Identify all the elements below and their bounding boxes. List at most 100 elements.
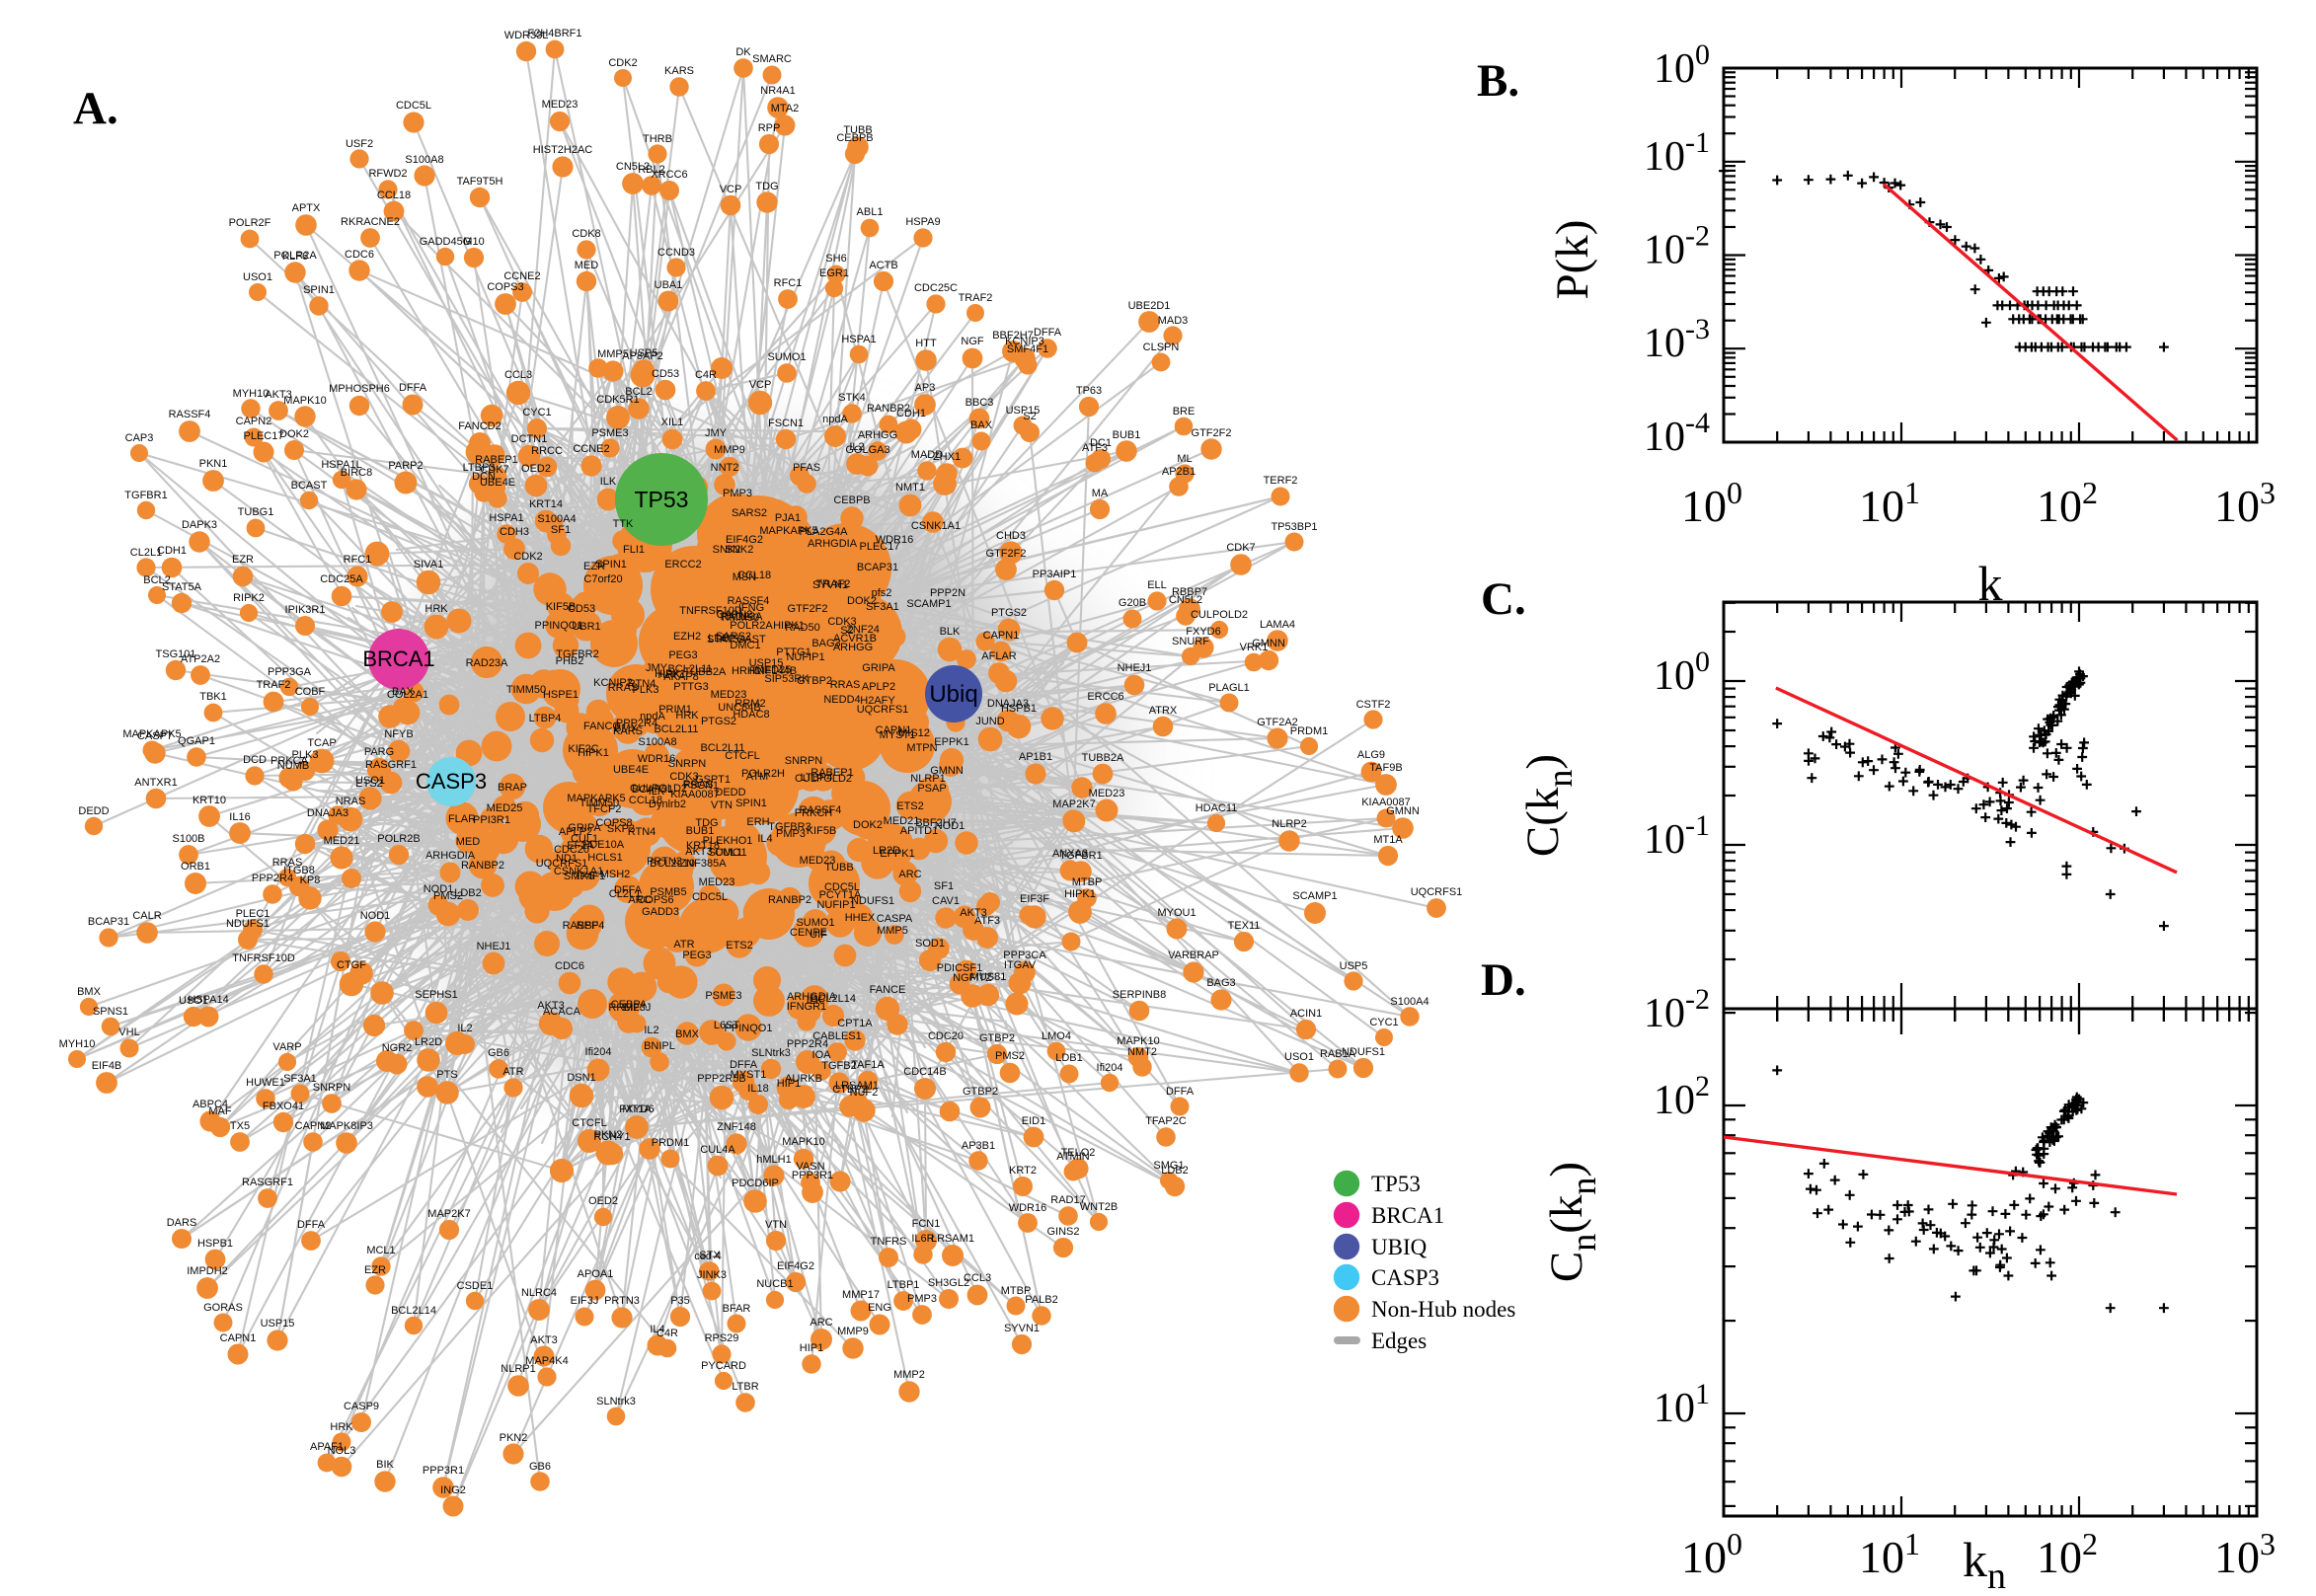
svg-text:BCAP31: BCAP31 <box>88 916 129 928</box>
svg-text:EGR1: EGR1 <box>819 267 849 279</box>
svg-text:Ubiq: Ubiq <box>929 681 977 708</box>
svg-text:ALG9: ALG9 <box>1357 749 1385 761</box>
svg-text:KCNIP2: KCNIP2 <box>593 677 633 689</box>
svg-text:KRT10: KRT10 <box>193 795 226 806</box>
svg-text:UBA1: UBA1 <box>655 279 683 291</box>
svg-text:CUL4A: CUL4A <box>700 1144 735 1156</box>
svg-text:BRE: BRE <box>1173 406 1196 418</box>
svg-text:FBXO41: FBXO41 <box>263 1101 304 1112</box>
svg-text:NGR2: NGR2 <box>382 1042 413 1054</box>
svg-text:PPP2R5B: PPP2R5B <box>697 1073 746 1085</box>
svg-text:AFLAR: AFLAR <box>981 650 1017 662</box>
svg-text:MADD: MADD <box>911 449 943 461</box>
svg-text:SNRPN: SNRPN <box>313 1082 351 1094</box>
svg-text:EZR: EZR <box>364 1264 386 1276</box>
svg-text:GORAS: GORAS <box>203 1302 243 1314</box>
svg-text:MED: MED <box>456 836 481 848</box>
svg-text:PFAS: PFAS <box>793 462 820 474</box>
svg-text:ERCC6: ERCC6 <box>1087 691 1123 703</box>
svg-text:CCL3: CCL3 <box>504 369 532 381</box>
svg-text:CAP3: CAP3 <box>125 432 154 444</box>
svg-text:USO1: USO1 <box>179 995 208 1007</box>
svg-text:NMT1: NMT1 <box>895 482 925 494</box>
svg-text:S100A4: S100A4 <box>537 513 576 525</box>
svg-text:EIF3F: EIF3F <box>1020 893 1049 905</box>
svg-text:CCNE2: CCNE2 <box>573 443 609 455</box>
svg-text:ARC: ARC <box>898 869 921 880</box>
svg-text:SNURF: SNURF <box>1172 636 1209 647</box>
svg-text:HRK: HRK <box>330 1421 353 1433</box>
svg-text:EIF4B: EIF4B <box>92 1060 122 1072</box>
svg-text:MMP17: MMP17 <box>842 1289 880 1301</box>
svg-text:VCP: VCP <box>749 379 772 391</box>
svg-text:FXYD6: FXYD6 <box>619 1103 654 1115</box>
svg-text:MYOU1: MYOU1 <box>1157 907 1196 919</box>
svg-text:RFC1: RFC1 <box>344 554 372 566</box>
svg-text:IL16: IL16 <box>229 811 250 823</box>
svg-text:RAD23A: RAD23A <box>466 657 508 669</box>
svg-text:PLEC17: PLEC17 <box>860 541 900 553</box>
svg-text:PMS2: PMS2 <box>433 890 463 902</box>
svg-text:PPINQO1: PPINQO1 <box>725 1023 773 1034</box>
svg-text:PTTG3: PTTG3 <box>673 681 708 693</box>
svg-text:SKP2: SKP2 <box>607 823 635 835</box>
svg-text:MTA2: MTA2 <box>771 103 800 114</box>
svg-text:RRM2: RRM2 <box>608 1002 639 1014</box>
svg-text:SNK2: SNK2 <box>713 544 741 556</box>
svg-text:CTGF: CTGF <box>337 959 366 971</box>
svg-text:GRIPA: GRIPA <box>862 662 895 674</box>
svg-text:MIS12: MIS12 <box>898 727 930 739</box>
svg-text:DAPK3: DAPK3 <box>182 519 217 531</box>
svg-text:PJA1: PJA1 <box>775 512 801 524</box>
svg-text:SPIN1: SPIN1 <box>735 798 767 809</box>
svg-text:PMP3: PMP3 <box>723 488 752 499</box>
svg-text:XIL1: XIL1 <box>661 417 684 428</box>
svg-text:SEPHS1: SEPHS1 <box>415 989 457 1001</box>
svg-text:ILK: ILK <box>600 476 617 488</box>
svg-text:UBE2D1: UBE2D1 <box>1128 300 1171 312</box>
svg-text:MAP2K7: MAP2K7 <box>427 1208 470 1220</box>
svg-text:SMF4F1: SMF4F1 <box>1007 343 1048 355</box>
svg-text:LMO4: LMO4 <box>1042 1030 1071 1042</box>
svg-text:HCLS1: HCLS1 <box>587 852 622 864</box>
svg-text:CTCFL: CTCFL <box>572 1117 606 1129</box>
svg-text:PRIM1: PRIM1 <box>658 704 692 716</box>
svg-text:CDK2: CDK2 <box>608 57 637 69</box>
svg-text:MED23: MED23 <box>711 689 747 701</box>
svg-text:ERCC2: ERCC2 <box>664 559 701 570</box>
svg-text:MMP9: MMP9 <box>837 1326 869 1337</box>
svg-text:CEBPB: CEBPB <box>833 494 870 506</box>
svg-text:RASSF4: RASSF4 <box>800 804 842 816</box>
svg-text:USF2: USF2 <box>346 138 373 150</box>
svg-text:MTPN: MTPN <box>906 742 937 754</box>
svg-text:CSTF2: CSTF2 <box>1356 699 1391 711</box>
svg-text:FANCE: FANCE <box>870 984 906 996</box>
svg-text:ORB1: ORB1 <box>181 861 210 873</box>
svg-text:AP1B1: AP1B1 <box>1019 751 1052 763</box>
svg-text:SPIN1: SPIN1 <box>595 559 627 570</box>
svg-text:EIF3J: EIF3J <box>571 1295 599 1307</box>
svg-text:CDC25C: CDC25C <box>914 282 958 294</box>
svg-text:CSNK1A1: CSNK1A1 <box>911 520 961 532</box>
svg-text:CSDE1: CSDE1 <box>457 1280 494 1292</box>
svg-text:SERPINB8: SERPINB8 <box>1113 989 1166 1001</box>
svg-text:MED: MED <box>575 260 599 271</box>
svg-text:RASGRF1: RASGRF1 <box>365 759 417 771</box>
svg-text:BCL2L11: BCL2L11 <box>654 723 698 735</box>
svg-text:LR2D: LR2D <box>415 1036 442 1048</box>
svg-text:ced-4: ced-4 <box>694 1251 722 1262</box>
svg-text:TERF2: TERF2 <box>1264 475 1298 487</box>
svg-text:PRDM1: PRDM1 <box>652 1137 690 1149</box>
svg-text:EPPK1: EPPK1 <box>934 736 968 748</box>
svg-text:ATRX: ATRX <box>1149 705 1178 717</box>
svg-text:APAF1: APAF1 <box>310 1441 344 1453</box>
svg-text:GTBP2: GTBP2 <box>963 1086 998 1098</box>
svg-text:KIF5B: KIF5B <box>546 601 577 613</box>
svg-text:PPP3CA: PPP3CA <box>1003 950 1046 961</box>
svg-text:NHEJ1: NHEJ1 <box>1118 662 1152 674</box>
svg-text:NLRP2: NLRP2 <box>1272 818 1306 830</box>
svg-text:BCL2: BCL2 <box>625 386 653 398</box>
svg-text:PLEC17: PLEC17 <box>244 430 284 442</box>
svg-text:VCP: VCP <box>720 184 742 195</box>
svg-text:TNFRS: TNFRS <box>871 1236 907 1248</box>
